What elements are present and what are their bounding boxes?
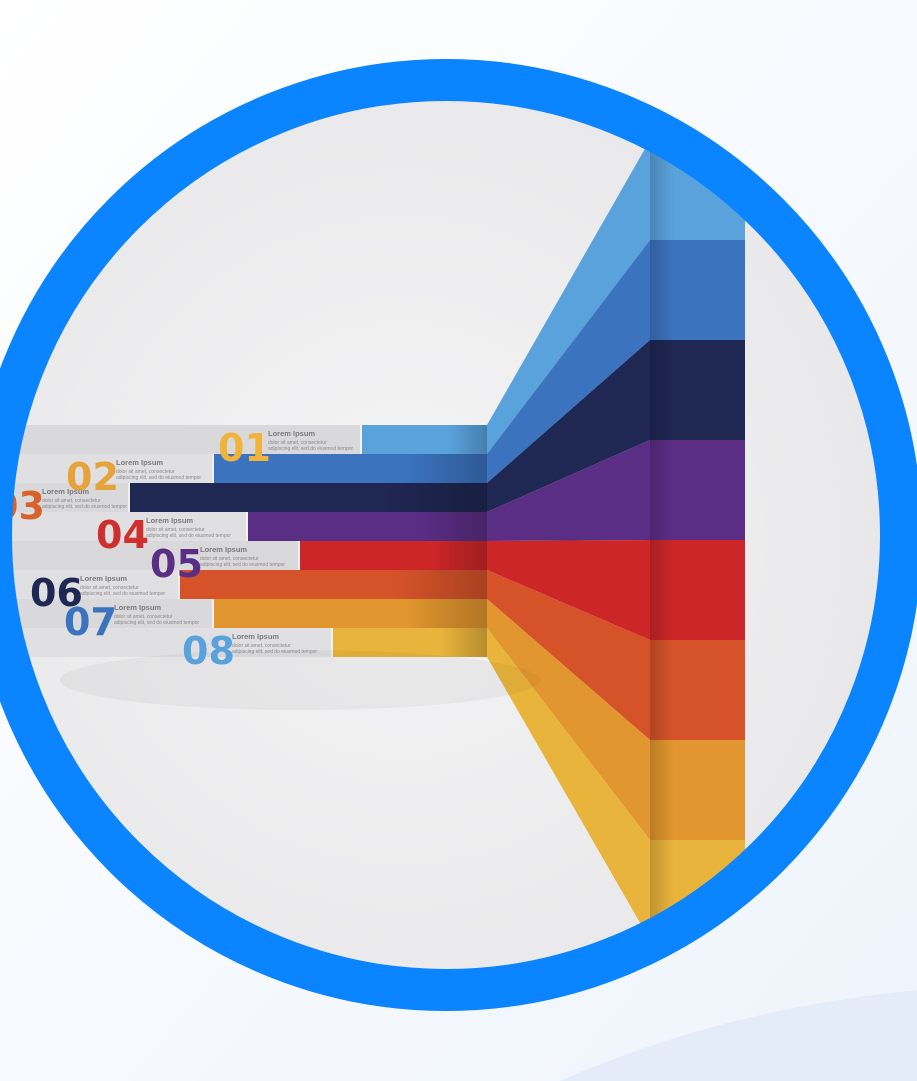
step-heading: Lorem Ipsum (146, 516, 193, 525)
step-bar-shade (180, 570, 487, 599)
step-text-line: dolor sit amet, consectetur (232, 643, 291, 649)
step-heading: Lorem Ipsum (232, 632, 279, 641)
step-ribbon (487, 628, 650, 940)
step-text-line: adipiscing elit, sed do eiusmod tempor (268, 446, 353, 452)
step-heading: Lorem Ipsum (42, 487, 89, 496)
step-text-line: adipiscing elit, sed do eiusmod tempor (116, 475, 201, 481)
step-number: 02 (66, 455, 119, 499)
step-bar-shade (130, 483, 487, 512)
step-bar-shade (214, 599, 487, 628)
label-strip (0, 599, 212, 628)
step-text-line: dolor sit amet, consectetur (80, 585, 139, 591)
label-strip (0, 512, 246, 541)
step-wall-shade (650, 540, 745, 640)
step-heading: Lorem Ipsum (268, 429, 315, 438)
step-ribbon (487, 240, 650, 483)
label-strip (0, 541, 298, 570)
step-text-line: dolor sit amet, consectetur (200, 556, 259, 562)
step-number: 08 (182, 629, 235, 673)
step-number: 01 (218, 426, 271, 470)
step-text-line: dolor sit amet, consectetur (268, 440, 327, 446)
step-text-line: adipiscing elit, sed do eiusmod tempor (42, 504, 127, 510)
step-text-line: dolor sit amet, consectetur (114, 614, 173, 620)
step-ribbon (487, 340, 650, 512)
step-text-line: adipiscing elit, sed do eiusmod tempor (114, 620, 199, 626)
step-text-line: adipiscing elit, sed do eiusmod tempor (232, 649, 317, 655)
step-bar-shade (362, 425, 487, 454)
step-ribbon (487, 440, 650, 541)
step-text-line: dolor sit amet, consectetur (42, 498, 101, 504)
step-text-line: dolor sit amet, consectetur (146, 527, 205, 533)
step-text-line: adipiscing elit, sed do eiusmod tempor (200, 562, 285, 568)
step-number: 06 (30, 571, 83, 615)
step-heading: Lorem Ipsum (200, 545, 247, 554)
label-strip (0, 570, 178, 599)
label-strip (0, 425, 360, 454)
step-ribbon (487, 599, 650, 840)
step-heading: Lorem Ipsum (80, 574, 127, 583)
step-number: 07 (64, 600, 117, 644)
step-bar-shade (300, 541, 487, 570)
circle-frame (0, 59, 917, 1011)
label-strip (0, 483, 128, 512)
step-wall-shade (650, 240, 745, 340)
step-wall-shade (650, 340, 745, 440)
step-text-line: dolor sit amet, consectetur (116, 469, 175, 475)
step-ribbon (487, 570, 650, 740)
step-text-line: adipiscing elit, sed do eiusmod tempor (146, 533, 231, 539)
step-heading: Lorem Ipsum (114, 603, 161, 612)
background-swoosh (560, 990, 917, 1081)
step-bar-shade (333, 628, 487, 657)
step-ribbon (487, 540, 650, 640)
step-wall-shade (650, 440, 745, 540)
step-ribbon (487, 140, 650, 454)
floor-shadow (60, 650, 540, 710)
step-text-line: adipiscing elit, sed do eiusmod tempor (80, 591, 165, 597)
label-strip (0, 628, 331, 657)
step-number: 05 (150, 542, 203, 586)
step-heading: Lorem Ipsum (116, 458, 163, 467)
step-number: 04 (96, 513, 149, 557)
step-bar-shade (248, 512, 487, 541)
step-wall-shade (650, 740, 745, 840)
step-wall-shade (650, 640, 745, 740)
label-strip (0, 454, 212, 483)
step-bar-shade (214, 454, 487, 483)
